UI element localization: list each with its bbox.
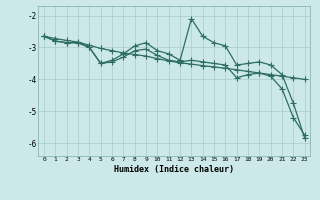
- X-axis label: Humidex (Indice chaleur): Humidex (Indice chaleur): [115, 165, 234, 174]
